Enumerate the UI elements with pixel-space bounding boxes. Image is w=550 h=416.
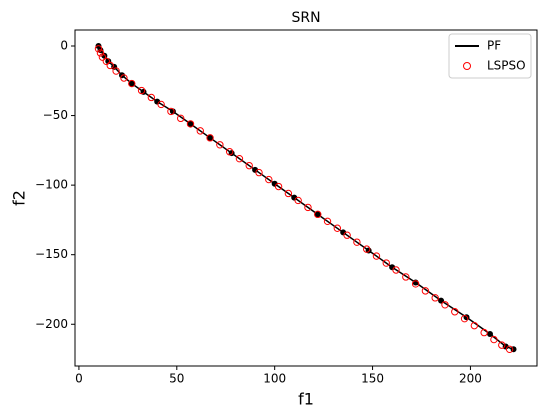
scatter-point (441, 301, 449, 309)
pf-point (271, 180, 278, 187)
scatter-point (102, 57, 111, 66)
scatter-point (157, 100, 165, 109)
scatter-point (96, 49, 105, 57)
scatter-point (294, 196, 302, 205)
x-tick-label: 100 (263, 372, 286, 386)
pf-point (252, 166, 259, 173)
scatter-point (94, 45, 103, 53)
pf-point (169, 108, 176, 115)
scatter-point (120, 74, 128, 82)
scatter-point (343, 231, 351, 239)
scatter-point (147, 93, 156, 102)
pf-point (314, 211, 321, 218)
plot-frame (74, 29, 538, 367)
pf-point (128, 80, 135, 87)
pf-point (154, 98, 161, 105)
scatter-point (106, 61, 114, 70)
scatter-point (460, 314, 469, 323)
scatter-point (137, 86, 146, 95)
pf-point (207, 134, 214, 141)
y-tick-label: −50 (43, 108, 68, 122)
y-tick-label: −200 (35, 317, 68, 331)
legend-label: LSPSO (487, 59, 526, 73)
chart-title: SRN (291, 10, 320, 26)
legend-label: PF (487, 39, 501, 53)
scatter-point (498, 341, 506, 349)
scatter-point (392, 266, 400, 274)
scatter-point (353, 238, 361, 246)
pf-point (187, 120, 194, 127)
scatter-point (245, 161, 253, 170)
scatter-point (421, 287, 430, 295)
scatter-point (402, 273, 410, 281)
x-axis-label: f1 (298, 390, 314, 409)
y-axis-label: f2 (10, 190, 29, 206)
x-tick-label: 200 (459, 372, 482, 386)
scatter-point (304, 203, 312, 212)
scatter-point (255, 168, 263, 177)
scatter-point (177, 114, 185, 123)
scatter-point (431, 294, 439, 302)
scatter-point (382, 259, 390, 267)
scatter-point (216, 141, 224, 149)
pf-point (291, 194, 298, 201)
x-tick-label: 50 (169, 372, 184, 386)
scatter-point (470, 321, 479, 330)
scatter-point (225, 148, 234, 156)
scatter-point (265, 175, 273, 184)
scatter-point (490, 335, 498, 344)
scatter-point (362, 245, 371, 253)
scatter-point (284, 189, 293, 198)
scatter-point (505, 345, 514, 354)
scatter-point (98, 53, 107, 61)
scatter-point (333, 224, 342, 232)
y-tick-label: 0 (60, 39, 68, 53)
scatter-point (372, 252, 381, 260)
scatter-point (480, 328, 488, 337)
scatter-point (186, 120, 195, 128)
pf-point (502, 343, 509, 350)
pf-point (487, 331, 494, 337)
pf-point (105, 58, 112, 65)
pf-point (111, 63, 118, 70)
pf-point (340, 229, 347, 236)
legend-marker (463, 62, 471, 70)
scatter-point (167, 107, 175, 116)
scatter-point (112, 67, 120, 75)
scatter-point (451, 308, 459, 316)
scatter-point (411, 280, 420, 288)
scatter-point (323, 217, 332, 226)
scatter-point (196, 127, 204, 135)
scatter-point (274, 182, 283, 191)
y-tick-label: −100 (35, 178, 68, 192)
x-tick-label: 0 (75, 372, 83, 386)
y-tick-label: −150 (35, 247, 68, 261)
scatter-point (206, 134, 214, 142)
x-tick-label: 150 (361, 372, 384, 386)
scatter-point (235, 154, 244, 163)
scatter-point (314, 210, 322, 219)
pf-point (389, 264, 396, 271)
scatter-point (128, 79, 136, 88)
